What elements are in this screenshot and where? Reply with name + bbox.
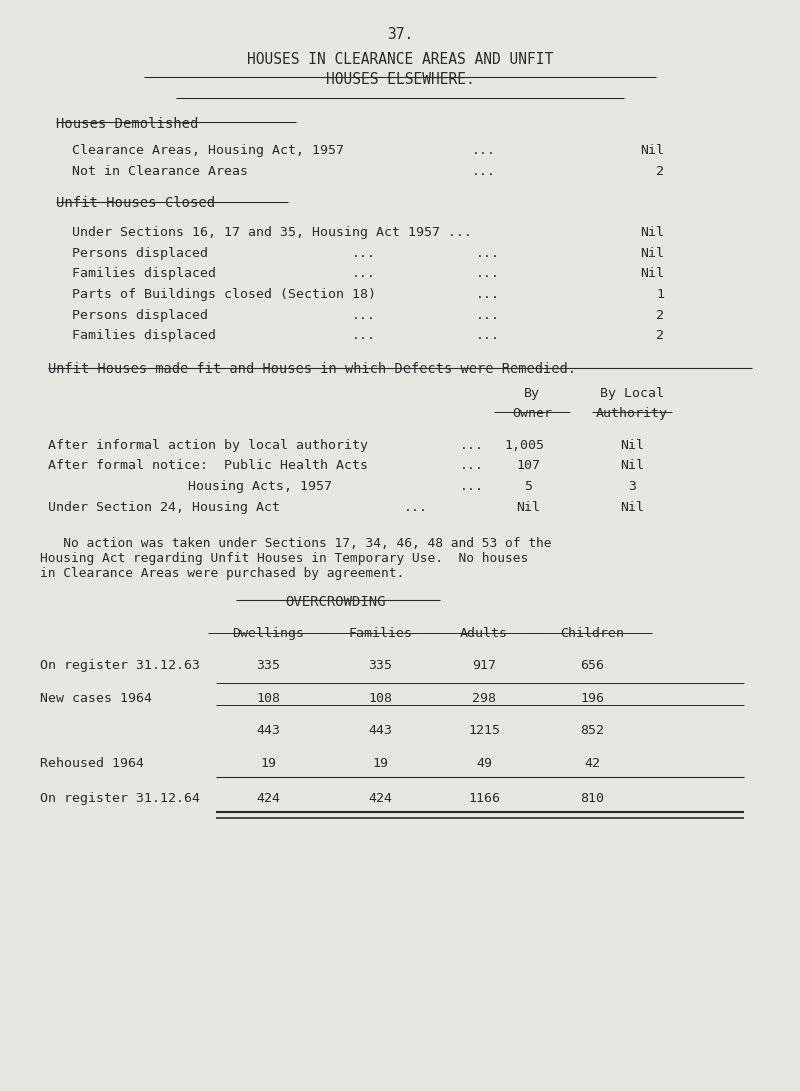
Text: Nil: Nil — [516, 501, 540, 514]
Text: Nil: Nil — [640, 226, 664, 239]
Text: On register 31.12.64: On register 31.12.64 — [40, 792, 200, 805]
Text: Persons displaced: Persons displaced — [72, 309, 208, 322]
Text: ...: ... — [404, 501, 428, 514]
Text: Persons displaced: Persons displaced — [72, 247, 208, 260]
Text: 108: 108 — [368, 692, 392, 705]
Text: Adults: Adults — [460, 627, 508, 640]
Text: ...: ... — [476, 288, 500, 301]
Text: 1,005: 1,005 — [504, 439, 544, 452]
Text: Nil: Nil — [640, 144, 664, 157]
Text: Nil: Nil — [640, 247, 664, 260]
Text: After formal notice:  Public Health Acts: After formal notice: Public Health Acts — [48, 459, 368, 472]
Text: ...: ... — [352, 267, 376, 280]
Text: New cases 1964: New cases 1964 — [40, 692, 152, 705]
Text: ...: ... — [476, 309, 500, 322]
Text: 656: 656 — [580, 659, 604, 672]
Text: Dwellings: Dwellings — [232, 627, 304, 640]
Text: ...: ... — [460, 459, 484, 472]
Text: Nil: Nil — [620, 459, 644, 472]
Text: No action was taken under Sections 17, 34, 46, 48 and 53 of the
Housing Act rega: No action was taken under Sections 17, 3… — [40, 537, 551, 579]
Text: 424: 424 — [256, 792, 280, 805]
Text: ...: ... — [460, 439, 484, 452]
Text: By: By — [524, 387, 540, 400]
Text: 108: 108 — [256, 692, 280, 705]
Text: ...: ... — [476, 329, 500, 343]
Text: 1215: 1215 — [468, 724, 500, 738]
Text: 2: 2 — [656, 309, 664, 322]
Text: ...: ... — [472, 144, 496, 157]
Text: ...: ... — [460, 480, 484, 493]
Text: OVERCROWDING: OVERCROWDING — [286, 595, 386, 609]
Text: 2: 2 — [656, 165, 664, 178]
Text: 37.: 37. — [387, 27, 413, 43]
Text: Not in Clearance Areas: Not in Clearance Areas — [72, 165, 248, 178]
Text: 917: 917 — [472, 659, 496, 672]
Text: 2: 2 — [656, 329, 664, 343]
Text: 5: 5 — [524, 480, 532, 493]
Text: Nil: Nil — [620, 501, 644, 514]
Text: Unfit Houses made fit and Houses in which Defects were Remedied.: Unfit Houses made fit and Houses in whic… — [48, 362, 576, 376]
Text: Clearance Areas, Housing Act, 1957: Clearance Areas, Housing Act, 1957 — [72, 144, 344, 157]
Text: Parts of Buildings closed (Section 18): Parts of Buildings closed (Section 18) — [72, 288, 376, 301]
Text: 49: 49 — [476, 757, 492, 770]
Text: 19: 19 — [260, 757, 276, 770]
Text: ...: ... — [476, 267, 500, 280]
Text: Families displaced: Families displaced — [72, 267, 216, 280]
Text: ...: ... — [352, 329, 376, 343]
Text: Families displaced: Families displaced — [72, 329, 216, 343]
Text: Authority: Authority — [596, 407, 668, 420]
Text: ...: ... — [476, 247, 500, 260]
Text: Under Sections 16, 17 and 35, Housing Act 1957 ...: Under Sections 16, 17 and 35, Housing Ac… — [72, 226, 472, 239]
Text: 443: 443 — [256, 724, 280, 738]
Text: 42: 42 — [584, 757, 600, 770]
Text: 810: 810 — [580, 792, 604, 805]
Text: ...: ... — [472, 165, 496, 178]
Text: HOUSES IN CLEARANCE AREAS AND UNFIT: HOUSES IN CLEARANCE AREAS AND UNFIT — [247, 52, 553, 68]
Text: 443: 443 — [368, 724, 392, 738]
Text: 298: 298 — [472, 692, 496, 705]
Text: Families: Families — [348, 627, 412, 640]
Text: Nil: Nil — [620, 439, 644, 452]
Text: Children: Children — [560, 627, 624, 640]
Text: Nil: Nil — [640, 267, 664, 280]
Text: 1166: 1166 — [468, 792, 500, 805]
Text: 19: 19 — [372, 757, 388, 770]
Text: 3: 3 — [628, 480, 636, 493]
Text: 424: 424 — [368, 792, 392, 805]
Text: 852: 852 — [580, 724, 604, 738]
Text: Unfit Houses Closed: Unfit Houses Closed — [56, 196, 215, 211]
Text: Housing Acts, 1957: Housing Acts, 1957 — [188, 480, 332, 493]
Text: Under Section 24, Housing Act: Under Section 24, Housing Act — [48, 501, 280, 514]
Text: 335: 335 — [256, 659, 280, 672]
Text: Owner: Owner — [512, 407, 552, 420]
Text: 196: 196 — [580, 692, 604, 705]
Text: Houses Demolished: Houses Demolished — [56, 117, 198, 131]
Text: 335: 335 — [368, 659, 392, 672]
Text: On register 31.12.63: On register 31.12.63 — [40, 659, 200, 672]
Text: By Local: By Local — [600, 387, 664, 400]
Text: ...: ... — [352, 247, 376, 260]
Text: 107: 107 — [516, 459, 540, 472]
Text: Rehoused 1964: Rehoused 1964 — [40, 757, 144, 770]
Text: HOUSES ELSEWHERE.: HOUSES ELSEWHERE. — [326, 72, 474, 87]
Text: After informal action by local authority: After informal action by local authority — [48, 439, 368, 452]
Text: ...: ... — [352, 309, 376, 322]
Text: 1: 1 — [656, 288, 664, 301]
